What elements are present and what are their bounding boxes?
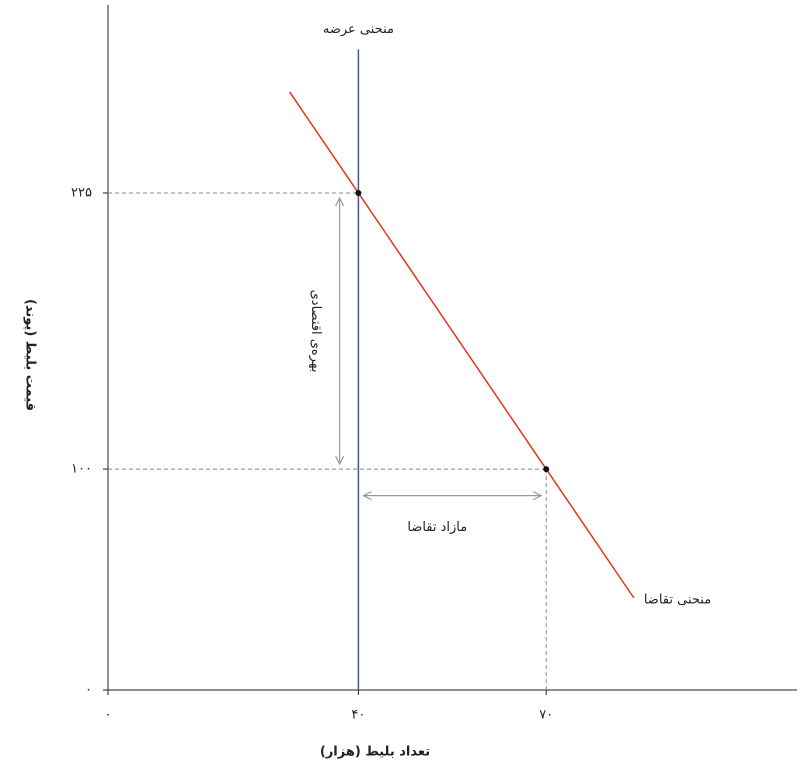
y-axis-label: قیمت بلیط (پوند): [23, 299, 38, 411]
y-tick-label: ۱۰۰: [71, 462, 92, 477]
y-tick-label: ٠: [85, 683, 92, 698]
annotation-label: بهره‌ی اقتصادی: [308, 290, 323, 373]
point: [355, 189, 362, 196]
series-line: [288, 91, 635, 599]
x-tick-label: ۷٠: [539, 708, 553, 723]
x-tick-label: ۴٠: [351, 708, 365, 723]
y-tick-label: ۲۲۵: [71, 185, 92, 200]
point: [543, 466, 550, 473]
annotation-label: مازاد تقاضا: [407, 520, 467, 535]
series-label: منحنی تقاضا: [644, 592, 711, 607]
x-axis-label: تعداد بلیط (هزار): [320, 745, 430, 760]
x-tick-label: ٠: [105, 708, 112, 723]
series-label: منحنی عرضه: [323, 22, 394, 37]
